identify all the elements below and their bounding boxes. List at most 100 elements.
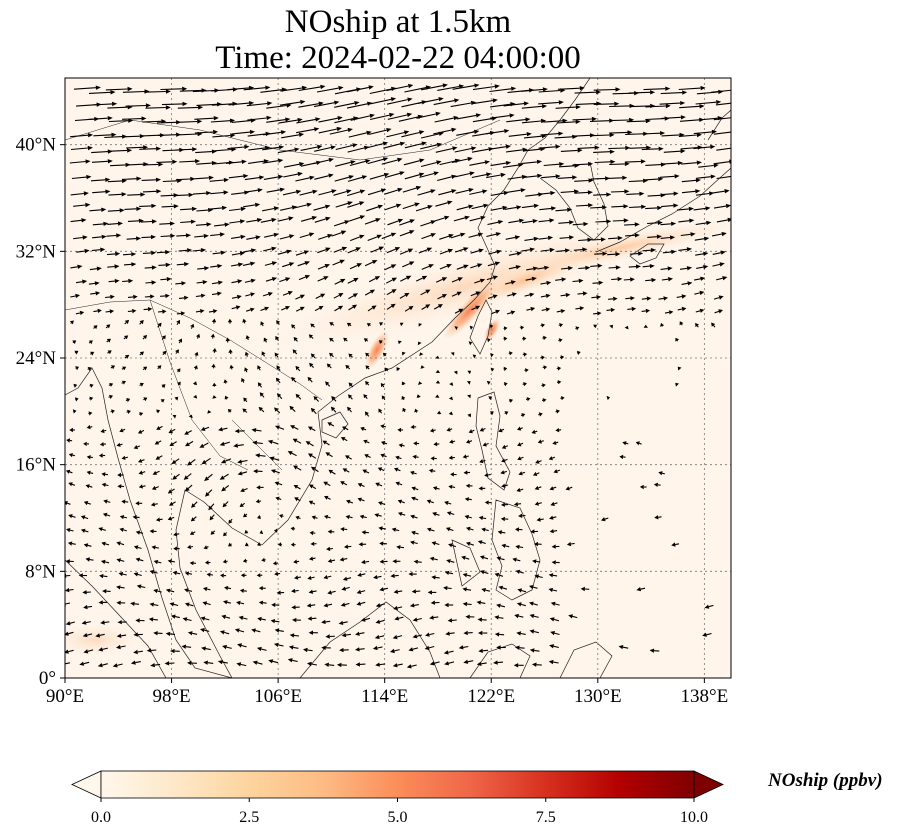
wind-arrow — [135, 557, 144, 562]
colorbar-extend-high — [693, 770, 724, 799]
sumatra-coast — [65, 559, 167, 678]
wind-arrow — [464, 497, 472, 502]
wind-arrow — [537, 439, 544, 444]
wind-arrow — [236, 662, 247, 667]
wind-arrow — [647, 234, 662, 239]
wind-arrow — [386, 247, 401, 254]
wind-arrow — [194, 351, 199, 357]
wind-arrow — [456, 113, 482, 120]
wind-arrow — [496, 556, 505, 561]
wind-arrow — [384, 187, 403, 195]
wind-arrow — [243, 513, 248, 518]
wind-arrow — [538, 412, 543, 417]
wind-arrow — [488, 249, 502, 255]
wind-arrow — [432, 512, 440, 517]
wind-arrow — [119, 527, 127, 532]
wind-arrow — [367, 234, 382, 242]
wind-arrow — [106, 338, 111, 343]
wind-arrow — [421, 304, 431, 310]
wind-arrow — [103, 499, 111, 504]
wind-arrow — [372, 645, 383, 651]
wind-arrow — [275, 377, 281, 384]
wind-arrow — [694, 290, 705, 296]
wind-arrow — [127, 192, 146, 197]
wind-arrow — [435, 146, 458, 153]
wind-arrow — [642, 248, 657, 253]
wind-arrow — [681, 281, 693, 286]
wind-arrow — [93, 132, 117, 137]
wind-arrow — [444, 661, 455, 666]
wind-arrow — [251, 628, 261, 633]
wind-arrow — [471, 172, 492, 179]
wind-arrow — [446, 427, 453, 432]
wind-arrow — [127, 218, 144, 223]
wind-arrow — [289, 633, 300, 638]
wind-arrow — [210, 118, 236, 123]
wind-arrow — [355, 662, 366, 667]
wind-arrow — [276, 320, 281, 325]
wind-arrow — [156, 159, 178, 164]
wind-arrow — [327, 529, 335, 534]
wind-arrow — [611, 204, 629, 209]
wind-arrow — [310, 541, 317, 546]
wind-arrow — [83, 543, 92, 548]
wind-arrow — [513, 502, 522, 507]
wind-arrow — [180, 219, 196, 224]
wind-arrow — [403, 158, 425, 166]
wind-arrow — [318, 126, 342, 134]
wind-arrow — [231, 294, 242, 300]
wind-arrow — [601, 517, 609, 522]
wind-arrow — [329, 337, 334, 342]
wind-arrow — [628, 90, 656, 95]
wind-arrow — [288, 645, 299, 650]
wind-arrow — [124, 319, 130, 325]
wind-arrow — [144, 89, 171, 94]
wind-arrow — [369, 112, 395, 121]
wind-arrow — [222, 559, 228, 564]
wind-arrow — [452, 83, 480, 90]
wind-arrow — [83, 441, 89, 447]
wind-arrow — [243, 397, 248, 403]
wind-arrow — [237, 459, 248, 464]
wind-arrow — [151, 485, 159, 490]
wind-arrow — [428, 468, 436, 473]
wind-arrow — [106, 251, 121, 257]
wind-arrow — [532, 471, 540, 476]
wind-arrow — [154, 440, 162, 445]
wind-arrow — [624, 222, 640, 227]
wind-arrow — [572, 161, 594, 167]
x-tick-label: 138°E — [681, 686, 729, 707]
wind-arrow — [572, 116, 597, 122]
wind-arrow — [98, 600, 108, 605]
wind-arrow — [661, 277, 673, 282]
wind-arrow — [526, 266, 539, 271]
wind-arrow — [411, 496, 419, 501]
wind-arrow — [519, 325, 525, 330]
wind-arrow — [278, 117, 303, 124]
wind-arrow — [275, 336, 280, 342]
wind-arrow — [660, 322, 665, 327]
wind-arrow — [402, 202, 420, 210]
wind-arrow — [127, 308, 137, 314]
wind-arrow — [65, 587, 74, 593]
wind-arrow — [358, 542, 367, 547]
wind-arrow — [381, 157, 403, 165]
wind-arrow — [260, 217, 277, 223]
wind-arrow — [90, 177, 111, 182]
wind-arrow — [448, 484, 456, 489]
wind-arrow — [465, 483, 473, 488]
wind-arrow — [496, 603, 506, 608]
wind-arrow — [70, 133, 94, 138]
y-tick-label: 0° — [39, 668, 56, 689]
wind-arrow — [454, 308, 464, 314]
wind-arrow — [159, 221, 175, 226]
wind-arrow — [79, 661, 90, 666]
wind-arrow — [74, 397, 79, 402]
wind-arrow — [282, 291, 293, 296]
wind-arrow — [419, 352, 424, 356]
wind-arrow — [196, 280, 208, 285]
wind-arrow — [276, 393, 283, 400]
wind-arrow — [593, 101, 620, 106]
wind-arrow — [101, 472, 108, 477]
wind-arrow — [260, 321, 265, 327]
